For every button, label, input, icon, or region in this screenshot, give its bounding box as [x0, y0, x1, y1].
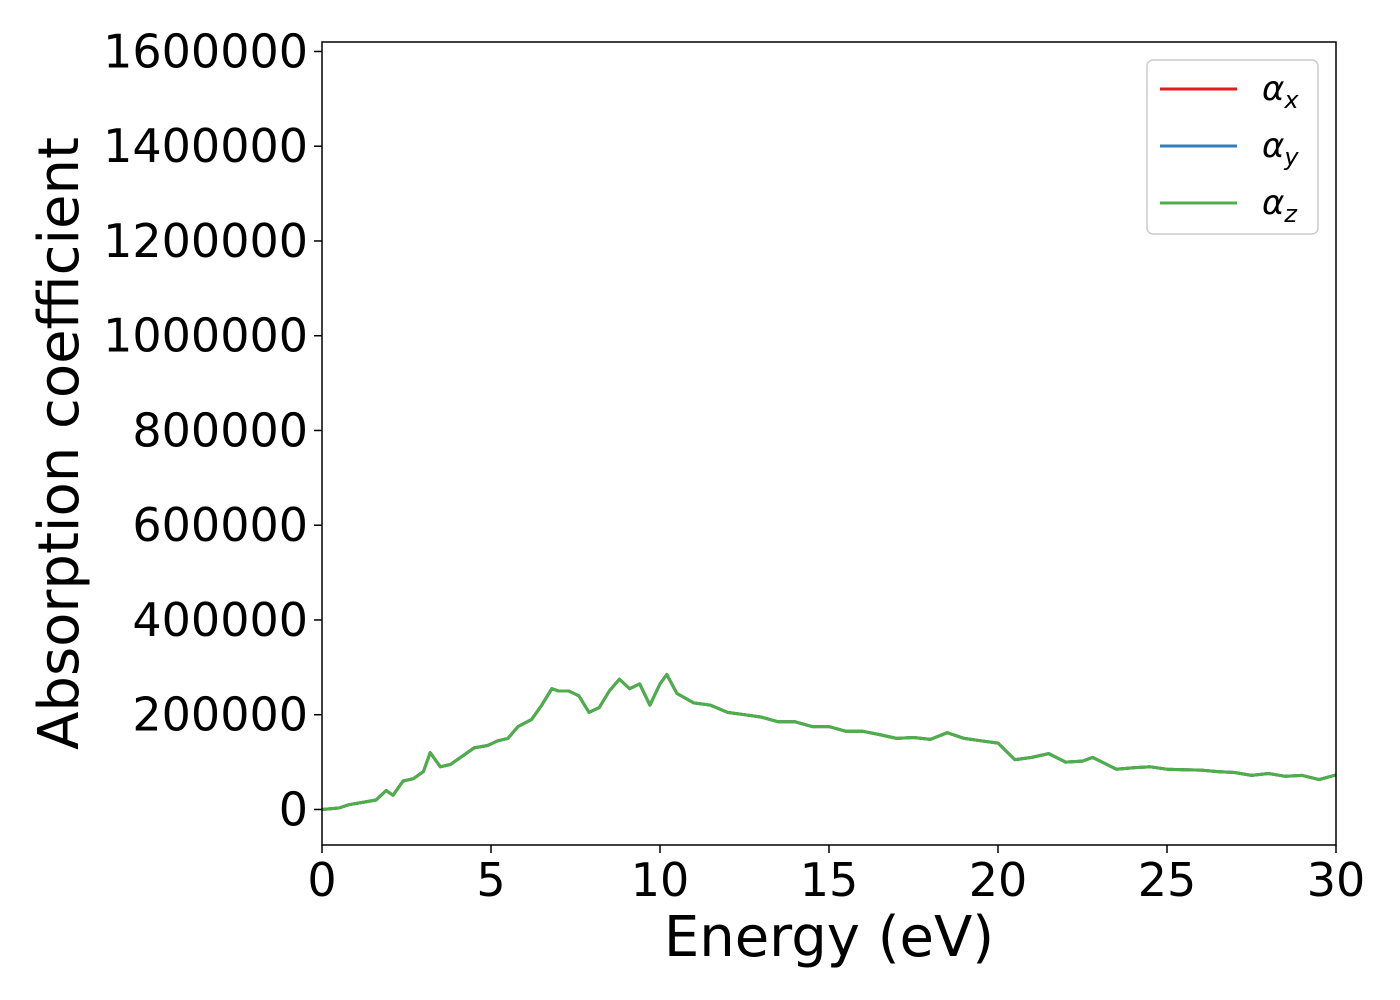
x-tick-label: 20 — [969, 853, 1028, 907]
y-tick-label: 1200000 — [103, 214, 308, 268]
x-tick-label: 0 — [307, 853, 336, 907]
x-tick-label: 30 — [1307, 853, 1366, 907]
series-line-z — [321, 673, 1337, 811]
x-tick-label: 15 — [800, 853, 859, 907]
series-line-x — [321, 673, 1337, 811]
y-tick-label: 0 — [279, 782, 308, 836]
legend-label-x: αx — [1262, 69, 1299, 114]
y-tick-label: 1000000 — [103, 309, 308, 363]
legend-label-y: αy — [1262, 126, 1299, 171]
series-line-y — [321, 673, 1337, 811]
legend-label-z: αz — [1262, 183, 1298, 228]
legend-subscript: z — [1283, 200, 1298, 228]
x-tick-label: 5 — [476, 853, 505, 907]
series-layer — [321, 673, 1337, 811]
y-axis-title: Absorption coefficient — [27, 137, 92, 750]
y-tick-label: 600000 — [132, 498, 308, 552]
y-tick-label: 1600000 — [103, 24, 308, 78]
x-axis-title: Energy (eV) — [664, 905, 994, 970]
legend-symbol: α — [1262, 69, 1284, 109]
legend-symbol: α — [1262, 183, 1284, 223]
legend-subscript: x — [1283, 86, 1299, 114]
x-axis-ticks: 0 5 10 15 20 25 30 — [307, 845, 1365, 907]
y-tick-label: 400000 — [132, 593, 308, 647]
x-tick-label: 25 — [1138, 853, 1197, 907]
legend-symbol: α — [1262, 126, 1284, 166]
legend-subscript: y — [1283, 143, 1299, 171]
y-tick-label: 200000 — [132, 688, 308, 742]
y-axis-ticks: 0 200000 400000 600000 800000 1000000 1200000 1… — [103, 24, 322, 836]
y-tick-label: 800000 — [132, 403, 308, 457]
y-tick-label: 1400000 — [103, 119, 308, 173]
x-tick-label: 10 — [631, 853, 690, 907]
